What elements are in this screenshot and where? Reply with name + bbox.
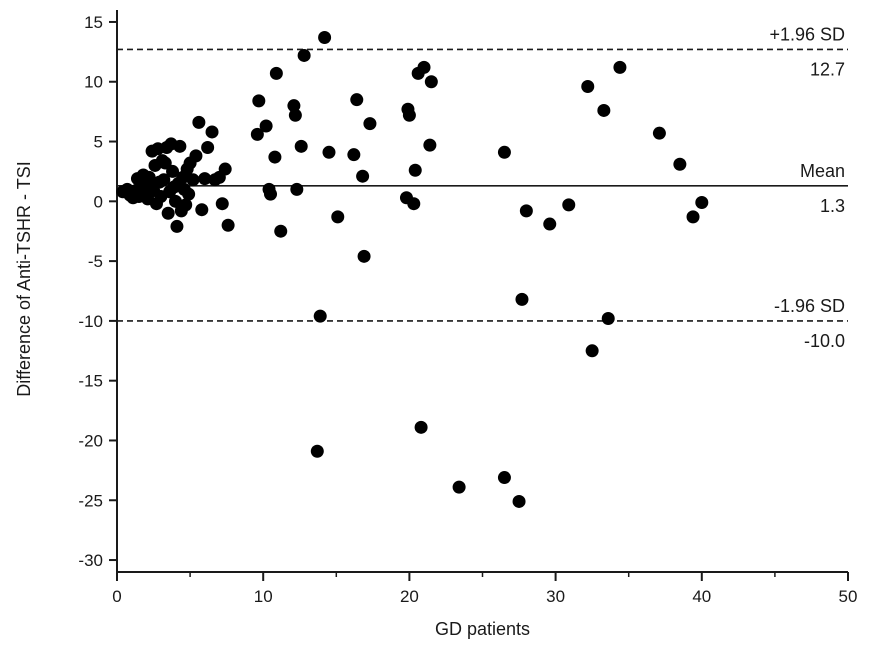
- y-tick-label: -25: [78, 491, 103, 510]
- data-point: [287, 99, 301, 113]
- data-point: [161, 206, 175, 220]
- data-point: [294, 139, 308, 153]
- y-tick-label: 0: [94, 192, 103, 211]
- y-tick-label: 5: [94, 133, 103, 152]
- data-point: [269, 66, 283, 80]
- data-point: [356, 169, 370, 183]
- data-point: [363, 117, 377, 131]
- reference-line-value: -10.0: [804, 331, 845, 351]
- y-tick-label: 10: [84, 73, 103, 92]
- data-point: [274, 224, 288, 238]
- reference-line-name: +1.96 SD: [769, 24, 845, 44]
- y-tick-label: -5: [88, 252, 103, 271]
- data-point: [408, 163, 422, 177]
- data-point: [652, 126, 666, 140]
- data-point: [310, 444, 324, 458]
- data-point: [221, 218, 235, 232]
- data-point: [695, 196, 709, 210]
- data-point: [407, 197, 421, 211]
- x-tick-label: 40: [692, 587, 711, 606]
- data-point: [218, 162, 232, 176]
- data-point: [290, 182, 304, 196]
- data-point: [186, 173, 200, 187]
- data-point: [170, 219, 184, 233]
- x-axis-ticks: 0 10 20 30 40 50: [112, 572, 857, 606]
- y-tick-label: -10: [78, 312, 103, 331]
- data-point: [195, 203, 209, 217]
- x-tick-label: 0: [112, 587, 121, 606]
- reference-line-name: -1.96 SD: [774, 296, 845, 316]
- data-point: [515, 292, 529, 306]
- data-point: [613, 60, 627, 74]
- y-tick-label: -30: [78, 551, 103, 570]
- data-point: [252, 94, 266, 108]
- data-point: [157, 173, 171, 187]
- data-point: [686, 210, 700, 224]
- data-point: [331, 210, 345, 224]
- reference-line-name: Mean: [800, 161, 845, 181]
- data-point: [205, 125, 219, 139]
- data-point: [452, 480, 466, 494]
- axes: [116, 10, 848, 573]
- data-point: [350, 93, 364, 107]
- data-point: [264, 187, 278, 201]
- data-point: [313, 309, 327, 323]
- data-point: [322, 145, 336, 159]
- data-point: [268, 150, 282, 164]
- y-tick-label: -20: [78, 431, 103, 450]
- y-axis-ticks: -30 -25 -20 -15 -10 -5 0 5 10 15: [78, 13, 117, 570]
- data-point: [424, 75, 438, 89]
- data-point: [166, 164, 180, 178]
- data-point: [347, 148, 361, 162]
- data-point: [414, 420, 428, 434]
- data-point: [259, 119, 273, 133]
- y-tick-label: -15: [78, 372, 103, 391]
- reference-line-value: 1.3: [820, 196, 845, 216]
- data-point: [189, 149, 203, 163]
- x-tick-label: 50: [839, 587, 858, 606]
- x-axis-title: GD patients: [435, 619, 530, 639]
- data-point: [497, 471, 511, 485]
- data-point: [142, 170, 156, 184]
- data-point: [179, 198, 193, 212]
- x-tick-label: 20: [400, 587, 419, 606]
- data-point: [497, 145, 511, 159]
- data-point: [562, 198, 576, 212]
- reference-line-value: 12.7: [810, 59, 845, 79]
- data-point: [192, 115, 206, 129]
- data-point: [417, 60, 431, 74]
- data-point: [168, 194, 182, 208]
- data-point: [318, 31, 332, 45]
- reference-lines: +1.96 SD 12.7 Mean 1.3 -1.96 SD -10.0: [117, 24, 848, 351]
- x-tick-label: 10: [254, 587, 273, 606]
- data-point: [198, 172, 212, 186]
- data-points: [116, 31, 709, 508]
- data-point: [581, 80, 595, 94]
- data-point: [215, 197, 229, 211]
- data-point: [158, 156, 172, 170]
- data-point: [543, 217, 557, 231]
- y-axis-title: Difference of Anti-TSHR - TSI: [14, 161, 34, 396]
- data-point: [288, 108, 302, 122]
- data-point: [201, 141, 215, 155]
- y-tick-label: 15: [84, 13, 103, 32]
- data-point: [250, 127, 264, 141]
- data-point: [182, 187, 196, 201]
- data-point: [297, 48, 311, 62]
- data-point: [173, 139, 187, 153]
- data-point: [597, 103, 611, 117]
- data-point: [357, 249, 371, 263]
- data-point: [402, 108, 416, 122]
- data-point: [423, 138, 437, 152]
- data-point: [673, 157, 687, 171]
- data-point: [585, 344, 599, 358]
- data-point: [512, 494, 526, 508]
- data-point: [601, 312, 615, 326]
- x-tick-label: 30: [546, 587, 565, 606]
- data-point: [519, 204, 533, 218]
